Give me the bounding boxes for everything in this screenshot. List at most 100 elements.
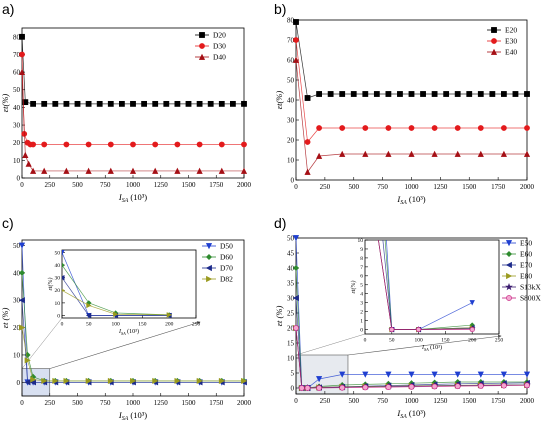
panel-b-ytick-label: 40 [287,96,295,104]
panel-a-series-D30 [19,51,247,148]
panel-b-ytick-label: 70 [287,36,295,44]
panel-d-xtick-label: 1000 [405,397,420,405]
panel-c-inset-ytick-label: 10 [55,301,61,307]
panel-d-inset-xtick-label: 50 [389,338,395,344]
panel-a-point-D30 [85,141,92,148]
panel-a-point-D40 [174,167,181,174]
panel-d-inset-ytick-label: 2 [360,310,363,316]
panel-b-point-E30 [524,125,530,131]
panel-d-ytick-label: 35 [287,279,295,287]
panel-b-point-E30 [304,139,311,145]
panel-b-series-E20 [293,19,530,101]
panel-c-xtick-label: 0 [20,399,24,407]
panel-d-point-E50 [523,371,531,378]
panel-a-series-line-D40 [21,72,244,172]
panel-b-ytick-label: 80 [287,16,295,24]
panel-a-ytick-label: 0 [17,174,21,182]
panel-d-point-E50 [431,371,438,378]
panel-a-legend-label: D40 [213,53,226,62]
panel-b-ytick-label: 50 [287,76,295,84]
panel-c-point-D82 [107,377,115,385]
panel-d-inset-ytick-label: 3 [360,301,363,307]
panel-a-xtick-label: 0 [20,181,24,189]
panel-c-point-D60 [18,269,26,276]
panel-d-point-E60 [292,264,300,272]
panel-c-legend-label: D82 [220,275,233,284]
panel-b-x-axis-label: ISA (10³) [396,194,425,206]
panel-c-ytick-label: 40 [13,269,21,277]
panel-a-point-D40 [18,68,26,76]
panel-d-inset-ytick-label: 7 [360,265,363,271]
panel-c-x-axis-label: ISA (10³) [118,410,147,422]
panel-c-inset-xtick-label: 50 [86,322,92,328]
panel-d-inset-series-group [378,240,476,333]
panel-a-xtick-label: 1750 [209,181,224,189]
panel-a-legend-marker [199,43,205,49]
panel-a-ytick-label: 10 [13,157,21,165]
panel-a-point-D20 [96,100,103,107]
panel-d-point-S800X [500,382,507,389]
panel-d-legend-marker [505,283,513,291]
panel-c-legend-label: D50 [220,242,233,251]
panel-b-point-E40 [408,150,415,157]
panel-a-xtick-label: 1000 [126,181,141,189]
panel-label-a: a) [2,1,14,17]
panel-b-ytick-label: 10 [287,156,295,164]
panel-b-point-E30 [385,125,392,131]
panel-b-point-E40 [362,150,369,157]
panel-a-ytick-label: 50 [13,86,21,94]
panel-d-inset-point-E50 [469,300,475,306]
panel-c-legend-marker [205,243,213,250]
panel-c-inset-series-line-D82 [62,289,170,316]
panel-b-ytick-label: 0 [291,176,295,184]
panel-c-y-axis-label: εt (%) [0,308,10,329]
panel-d-inset-point-S800X [469,327,475,333]
panel-a-point-D40 [25,160,32,167]
panel-a-point-D20 [52,100,59,107]
panel-a-xtick-label: 1250 [154,181,169,189]
panel-b-point-E30 [362,125,369,131]
panel-c-ytick-label: 20 [13,324,21,332]
panel-a-point-D20 [30,100,36,107]
panel-d-ytick-label: 25 [287,309,295,317]
panel-c-inset-series-group [62,250,173,318]
panel-c-inset-series-line-D70 [62,277,170,316]
panel-b-point-E20 [466,91,473,97]
panel-d-point-E50 [477,371,484,378]
panel-b-point-E30 [339,125,346,131]
panel-a-point-D30 [107,141,114,148]
panel-b-point-E20 [350,91,357,97]
panel-b-point-E40 [431,150,438,157]
panel-c-xtick-label: 1250 [154,399,169,407]
panel-b-xtick-label: 500 [349,183,360,191]
panel-a-legend-label: D30 [213,42,226,51]
panel-c-legend-label: D70 [220,264,233,273]
panel-b-y-axis-label: εt(%) [274,91,284,110]
panel-d-legend-label: E70 [520,261,532,270]
panel-c-inset-point-D82 [86,302,92,309]
panel-b-ytick-label: 60 [287,56,295,64]
panel-a-series-line-D30 [21,54,244,145]
panel-c-inset-ytick-label: 50 [55,250,61,256]
panel-d-point-S800X [316,385,322,391]
panel-b-point-E20 [524,91,530,97]
panel-c-inset-xtick-label: 150 [138,322,147,328]
panel-d-point-E50 [362,371,369,378]
panel-b-point-E20 [408,91,415,97]
panel-d-point-S800X [431,383,438,390]
panel-b-point-E20 [454,91,461,97]
panel-c-ytick-label: 0 [17,379,21,387]
panel-c-xtick-label: 2000 [237,399,252,407]
panel-d-x-axis-label: ISA (10³) [396,408,425,420]
panel-d-inset-y-axis-label: εt(%) [350,280,357,293]
panel-c-point-D82 [30,376,37,383]
panel-b-point-E20 [489,91,496,97]
panel-a-point-D30 [19,51,25,58]
panel-a-point-D40 [196,167,203,174]
panel-b-point-E20 [304,95,311,101]
panel-a-xtick-label: 500 [72,181,83,189]
panel-d-point-S800X [298,385,305,391]
panel-c-inset-point-D60 [62,262,65,268]
panel-b-point-E20 [512,91,519,97]
